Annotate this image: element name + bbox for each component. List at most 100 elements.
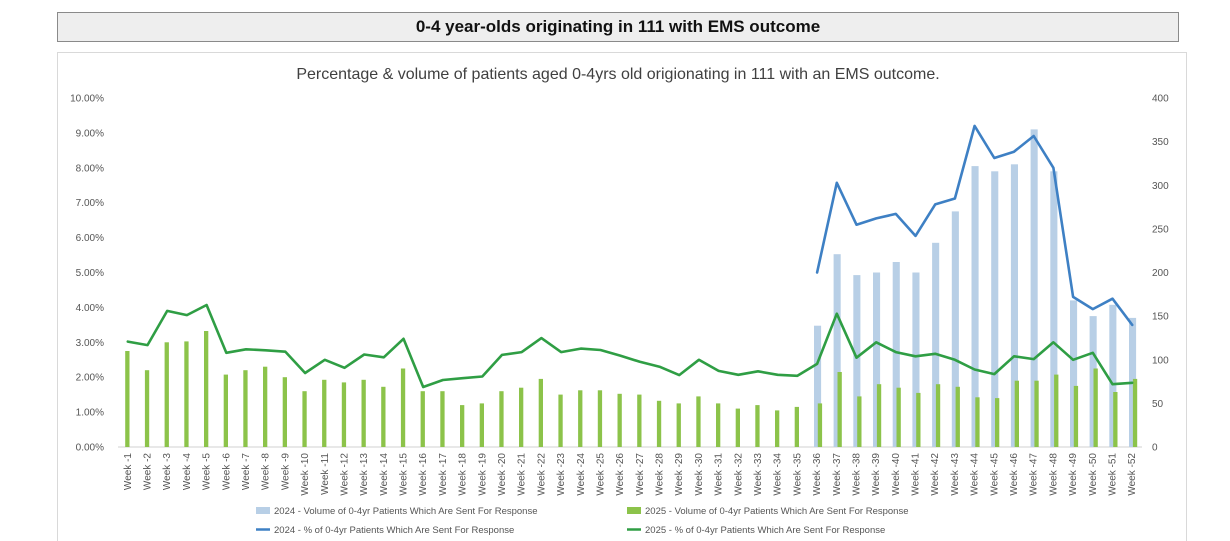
x-tick-label: Week -20 [497,453,508,496]
chart-title: Percentage & volume of patients aged 0-4… [296,66,939,83]
bar-2024-volume [1089,316,1097,447]
bar-2025-volume [558,394,563,447]
bar-2025-volume [975,397,980,447]
bar-2025-volume [656,400,662,447]
x-tick-label: Week -23 [556,453,567,496]
x-tick-label: Week -13 [359,453,370,496]
legend-label: 2025 - Volume of 0-4yr Patients Which Ar… [645,506,909,517]
bar-2025-volume [1034,380,1039,447]
x-tick-label: Week -34 [773,453,784,496]
bar-2025-volume [696,396,701,447]
bar-2025-volume [1054,374,1059,447]
x-tick-label: Week -40 [891,453,902,496]
bar-2025-volume [876,384,882,447]
y-left-tick-label: 1.00% [76,408,104,419]
y-left-tick-label: 7.00% [76,198,104,209]
x-tick-label: Week -26 [615,453,626,496]
x-tick-label: Week -6 [221,453,232,490]
bar-2025-volume [617,393,622,447]
bar-2025-volume [837,372,842,447]
bar-2024-volume [873,272,881,447]
x-tick-label: Week -47 [1029,453,1040,496]
bar-2024-volume [971,166,979,447]
bar-2025-volume [243,370,248,447]
bar-2025-volume [857,396,862,447]
bar-2025-volume [381,386,386,447]
bar-2025-volume [361,379,366,447]
x-tick-label: Week -12 [340,453,351,496]
bar-2025-volume [400,368,406,447]
bar-2025-volume [637,394,642,447]
x-tick-label: Week -50 [1088,453,1099,496]
y-left-tick-label: 10.00% [70,94,104,105]
bar-2025-volume [1014,380,1019,447]
y-right-tick-label: 200 [1152,268,1169,279]
bar-2025-volume [499,391,504,447]
x-tick-label: Week -7 [241,453,252,490]
bar-2025-volume [935,384,941,447]
bar-2024-volume [932,242,940,447]
x-tick-label: Week -15 [399,453,410,496]
bar-2025-volume [1093,368,1098,447]
bar-2024-volume [814,325,822,447]
x-tick-label: Week -30 [694,453,705,496]
legend-label: 2024 - Volume of 0-4yr Patients Which Ar… [274,506,538,517]
bar-2025-volume [519,387,524,447]
x-tick-label: Week -48 [1048,453,1059,496]
bar-2025-volume [322,379,327,447]
x-tick-label: Week -31 [714,453,725,496]
x-tick-label: Week -19 [477,453,488,496]
bar-2025-volume [204,331,209,447]
y-right-tick-label: 100 [1152,355,1169,366]
bar-2024-volume [892,262,900,447]
x-tick-label: Week -4 [182,453,193,490]
x-tick-label: Week -37 [832,453,843,496]
legend-swatch [627,507,641,514]
bar-2024-volume [1010,164,1018,448]
bar-2025-volume [125,351,130,447]
bar-2024-volume [853,275,861,447]
bar-2025-volume [263,366,268,447]
bar-2025-volume [578,390,583,447]
bar-2025-volume [676,403,681,447]
x-tick-label: Week -3 [162,453,173,490]
x-tick-label: Week -41 [911,453,922,496]
x-tick-label: Week -22 [536,453,547,496]
x-tick-label: Week -45 [989,453,1000,496]
y-left-tick-label: 5.00% [76,268,104,279]
bar-2025-volume [1113,392,1118,447]
bar-2025-volume [1073,385,1079,447]
bar-2025-volume [794,406,799,447]
x-tick-label: Week -11 [320,453,331,495]
x-tick-label: Week -21 [517,453,528,496]
bar-2025-volume [896,387,901,447]
y-left-tick-label: 2.00% [76,373,104,384]
x-tick-label: Week -25 [596,453,607,496]
bar-2025-volume [538,378,543,447]
x-tick-label: Week -52 [1127,453,1138,496]
y-left-tick-label: 3.00% [76,338,104,349]
x-tick-label: Week -1 [123,453,134,490]
bar-2025-volume [916,392,921,447]
x-tick-label: Week -18 [458,453,469,496]
bar-2024-volume [991,171,999,448]
bar-2024-volume [1070,300,1078,447]
bar-2024-volume [912,272,920,447]
bar-2025-volume [420,391,425,447]
bar-2025-volume [955,386,960,447]
x-tick-label: Week -5 [202,453,213,490]
x-tick-label: Week -39 [871,453,882,496]
x-tick-label: Week -10 [300,453,311,496]
x-tick-label: Week -38 [852,453,863,496]
legend-label: 2024 - % of 0-4yr Patients Which Are Sen… [274,525,514,536]
x-tick-label: Week -17 [438,453,449,496]
header-title-box: 0-4 year-olds originating in 111 with EM… [57,12,1179,42]
bar-2025-volume [164,342,169,447]
x-tick-label: Week -46 [1009,453,1020,496]
x-tick-label: Week -24 [576,453,587,496]
bar-2025-volume [282,377,287,447]
bar-2025-volume [460,405,465,447]
bar-2024-volume [1030,129,1038,447]
header-title: 0-4 year-olds originating in 111 with EM… [415,17,821,36]
